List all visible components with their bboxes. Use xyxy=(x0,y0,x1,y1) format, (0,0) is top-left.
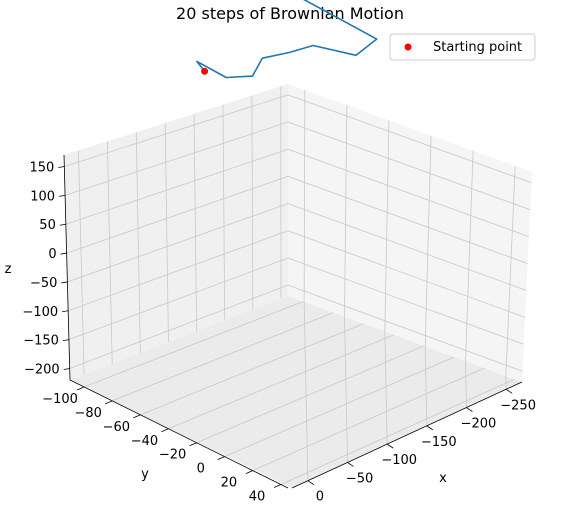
z-tick-mark-6 xyxy=(63,340,69,341)
z-tick-label-3: 0 xyxy=(48,247,56,262)
x-tick-label-0: −250 xyxy=(500,398,536,413)
y-tick-label-1: −80 xyxy=(74,406,101,421)
x-tick-label-2: −150 xyxy=(421,435,457,450)
y-axis-label: y xyxy=(141,467,149,482)
chart-title: 20 steps of Brownian Motion xyxy=(176,4,404,23)
x-tick-mark-3 xyxy=(387,444,393,448)
x-tick-mark-4 xyxy=(348,462,354,466)
z-tick-label-4: −50 xyxy=(30,276,57,291)
x-tick-mark-0 xyxy=(506,389,512,393)
legend: Starting point xyxy=(390,34,535,60)
y-tick-label-4: −20 xyxy=(159,448,186,463)
y-tick-label-6: 20 xyxy=(221,476,238,491)
x-tick-label-3: −100 xyxy=(381,453,417,468)
z-tick-label-6: −150 xyxy=(23,334,59,349)
z-tick-mark-5 xyxy=(62,311,68,312)
z-tick-mark-1 xyxy=(59,195,65,196)
z-tick-mark-2 xyxy=(60,224,66,225)
z-tick-mark-3 xyxy=(61,253,67,254)
y-tick-mark-4 xyxy=(190,443,197,446)
y-tick-mark-1 xyxy=(105,401,112,404)
z-tick-label-5: −100 xyxy=(22,305,58,320)
legend-marker-starting-point xyxy=(405,44,412,51)
x-tick-mark-2 xyxy=(427,426,433,430)
y-tick-mark-6 xyxy=(246,471,253,474)
z-axis-label: z xyxy=(5,262,12,277)
z-tick-label-0: 150 xyxy=(29,161,54,176)
starting-point-marker xyxy=(201,68,208,75)
x-tick-mark-5 xyxy=(308,481,314,485)
y-tick-mark-3 xyxy=(161,429,168,432)
y-tick-label-2: −60 xyxy=(103,420,130,435)
z-tick-mark-7 xyxy=(64,368,70,369)
y-tick-mark-7 xyxy=(274,485,281,488)
y-tick-label-3: −40 xyxy=(131,434,158,449)
x-tick-mark-1 xyxy=(466,408,472,412)
x-tick-label-4: −50 xyxy=(346,471,373,486)
y-tick-label-7: 40 xyxy=(249,490,266,505)
x-axis-label: x xyxy=(439,471,447,486)
y-tick-label-0: −100 xyxy=(42,392,78,407)
y-tick-mark-0 xyxy=(77,387,84,390)
x-tick-label-5: 0 xyxy=(316,490,324,505)
z-tick-mark-4 xyxy=(61,282,67,283)
y-tick-mark-5 xyxy=(218,457,225,460)
x-tick-label-1: −200 xyxy=(461,417,497,432)
z-tick-label-7: −200 xyxy=(24,362,60,377)
z-tick-mark-0 xyxy=(58,167,64,168)
z-tick-label-2: 50 xyxy=(39,218,56,233)
z-tick-label-1: 100 xyxy=(30,189,55,204)
y-tick-label-5: 0 xyxy=(197,462,205,477)
y-tick-mark-2 xyxy=(133,415,140,418)
legend-label-starting-point: Starting point xyxy=(433,40,522,55)
